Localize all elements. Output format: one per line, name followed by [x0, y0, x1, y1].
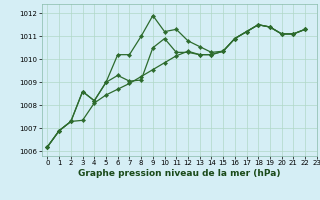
- X-axis label: Graphe pression niveau de la mer (hPa): Graphe pression niveau de la mer (hPa): [78, 169, 280, 178]
